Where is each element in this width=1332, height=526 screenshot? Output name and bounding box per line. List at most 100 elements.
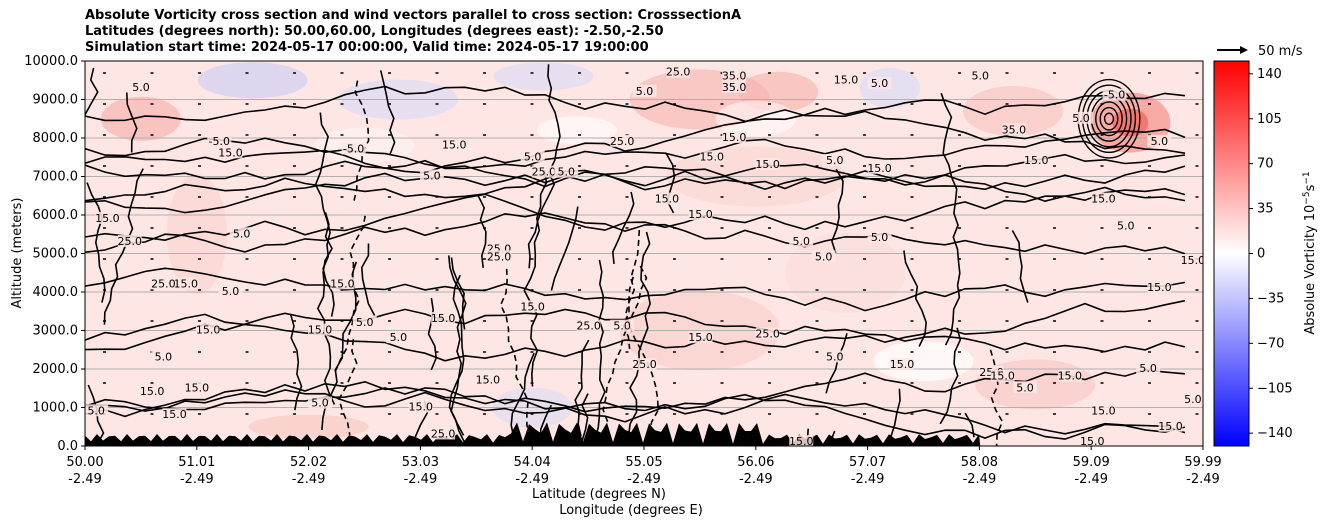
x-tick-label-lat: 50.00 xyxy=(66,455,103,470)
contour-label-bg xyxy=(85,404,109,417)
contour-label: 15.0 xyxy=(834,73,859,86)
contour-label: 5.0 xyxy=(1016,381,1034,394)
contour-label-bg xyxy=(1102,88,1127,101)
axes: 0.0 1000.0 2000.0 3000.0 4000.0 5000.0 6000.0 7… xyxy=(10,44,1303,518)
contour-label-group: 15.0 xyxy=(184,381,209,394)
colorbar-tick-label: −70 xyxy=(1257,336,1284,351)
contour-label-bg xyxy=(1158,419,1183,432)
contour-label-group: 15.0 xyxy=(95,211,120,225)
contour-label-bg xyxy=(151,350,176,363)
contour-label: 15.0 xyxy=(867,162,892,175)
contour-label-group: 5.0 xyxy=(1136,362,1161,375)
contour-label-group: 15.0 xyxy=(520,300,545,313)
x-tick-label-lon: -2.49 xyxy=(180,472,214,487)
contour-label-group: 5.0 xyxy=(632,84,657,98)
contour-label-group: 15.0 xyxy=(889,358,914,371)
contour-label-bg xyxy=(218,146,243,159)
contour-label-bg xyxy=(789,234,814,247)
contour-label-group: 5.0 xyxy=(520,150,545,163)
contour-label-bg xyxy=(419,169,444,182)
contour-label: 15.0 xyxy=(1147,281,1172,294)
contour-label-group: 15.0 xyxy=(655,192,680,206)
contour-line xyxy=(627,231,651,436)
contour-label-group: 5.0 xyxy=(308,396,333,410)
x-tick-label-lon: -2.49 xyxy=(404,472,438,487)
contour-label-bg xyxy=(140,385,165,398)
contour-label-group: 5.0 xyxy=(789,234,814,248)
quiver-key-arrowhead xyxy=(1240,46,1248,54)
contour-label-group: 5.0 xyxy=(867,77,892,90)
colorbar: 140 105 70 35 0 −35 −70 −105 −140 Absolue Vortici… xyxy=(1213,60,1318,447)
contour-label-group: 15.0 xyxy=(834,73,859,86)
contour-label-bg xyxy=(173,277,198,290)
contour-label: 15.0 xyxy=(1024,154,1049,167)
contour-line xyxy=(940,92,961,346)
contour-label-group: 25.0 xyxy=(431,427,455,440)
x-tick-label-lon: -2.49 xyxy=(963,472,997,487)
x-tick-label-lon: -2.49 xyxy=(739,472,773,487)
contour-label-bg xyxy=(95,211,120,224)
contour-label-group: 15.0 xyxy=(408,400,433,414)
contour-label: 5.0 xyxy=(636,85,654,98)
contour-label-group: 15.0 xyxy=(1024,154,1049,167)
contour-label-group: 35.0 xyxy=(722,80,746,94)
contour-line xyxy=(602,265,648,423)
contour-label-group: -5.0 xyxy=(341,142,366,156)
contour-label: 15.0 xyxy=(162,408,187,421)
contour-line xyxy=(611,191,635,264)
contour-label-group: 5.0 xyxy=(968,69,993,82)
contour-line xyxy=(1011,230,1029,303)
contour-label-group: 15.0 xyxy=(990,369,1015,383)
x-tick-label-lon: -2.49 xyxy=(1074,472,1108,487)
contour-line xyxy=(448,255,467,436)
contour-label-bg xyxy=(610,319,635,332)
contour-label: 15.0 xyxy=(655,193,680,206)
contour-label-group: 15.0 xyxy=(699,150,724,163)
contour-label-bg xyxy=(755,327,780,340)
contour-label-bg xyxy=(755,157,780,170)
contour-label: 5.0 xyxy=(972,69,990,82)
contour-line xyxy=(477,195,487,268)
contour-label: 15.0 xyxy=(476,374,501,387)
contour-label-group: 5.0 xyxy=(1113,219,1138,233)
contour-label-bg xyxy=(1180,392,1203,405)
contour-label-bg xyxy=(688,331,713,344)
contour-label-group: 5.0 xyxy=(1013,381,1038,394)
contour-label: -5.0 xyxy=(343,143,364,156)
contour-label: 15.0 xyxy=(699,150,724,163)
contour-label-bg xyxy=(576,319,601,332)
contour-line xyxy=(85,212,1186,255)
y-tick-label: 6000.0 xyxy=(33,208,79,223)
contour-label: 15.0 xyxy=(1091,193,1116,206)
colorbar-gradient-bar xyxy=(1213,60,1250,447)
contour-label-bg xyxy=(834,73,859,86)
y-tick-label: 8000.0 xyxy=(33,131,79,146)
chart-title: Absolute Vorticity cross section and win… xyxy=(85,8,741,56)
x-tick-label-lat: 59.09 xyxy=(1073,455,1110,470)
x-tick-label-lon: -2.49 xyxy=(627,472,661,487)
colorbar-tick-label: 35 xyxy=(1257,202,1274,217)
contour-label: 15.0 xyxy=(722,131,747,144)
contour-label: 15.0 xyxy=(408,401,433,414)
contour-label-group: -5.0 xyxy=(1102,88,1127,102)
contour-label-bg xyxy=(889,358,914,371)
contour-label: 5.0 xyxy=(826,350,844,363)
x-tick-label-lat: 57.07 xyxy=(849,455,886,470)
contour-label-bg xyxy=(968,69,993,82)
contour-line xyxy=(379,70,396,155)
contour-line xyxy=(85,109,1186,180)
contour-label: 25.0 xyxy=(632,358,657,371)
contour-label: 25.0 xyxy=(118,235,143,248)
contour-label: 15.0 xyxy=(1181,254,1206,267)
contour-label-bg xyxy=(408,400,433,413)
contour-label-bg xyxy=(632,84,657,97)
contour-label-bg xyxy=(184,381,209,394)
contour-line xyxy=(85,267,1186,312)
contour-label-bg xyxy=(822,154,847,167)
contour-label: 5.0 xyxy=(233,227,251,240)
y-tick-label: 9000.0 xyxy=(33,93,79,108)
contour-label-group: 5.0 xyxy=(1180,392,1203,406)
x-tick-label-lon: -2.49 xyxy=(292,472,326,487)
x-axis-label-lat: Latitude (degrees N) xyxy=(532,487,666,502)
